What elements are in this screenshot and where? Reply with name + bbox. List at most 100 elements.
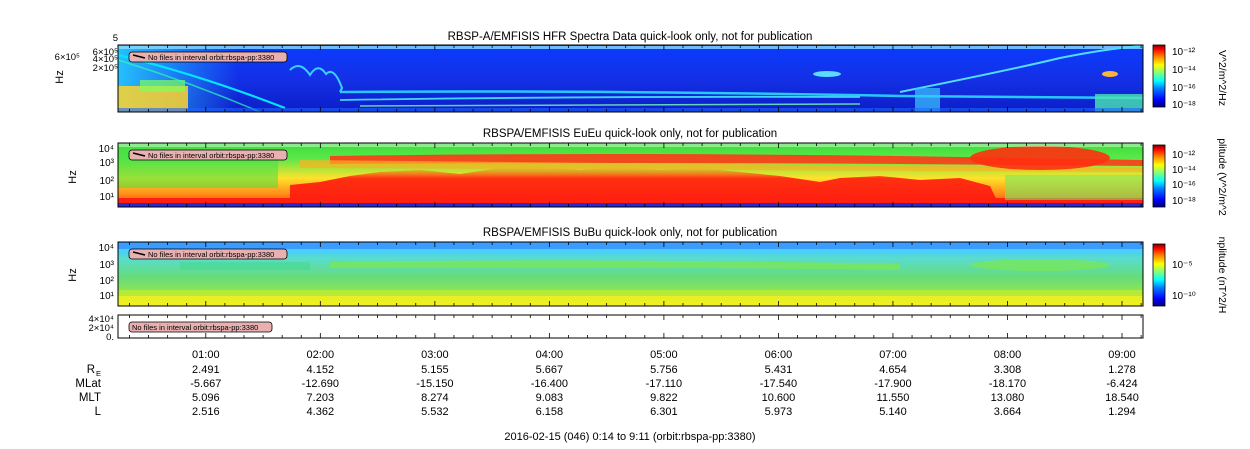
ephemeris-value: -12.690 bbox=[302, 378, 339, 390]
ephemeris-value: 18.540 bbox=[1105, 392, 1139, 404]
ephemeris-value: -17.540 bbox=[760, 378, 797, 390]
ephemeris-row-label: MLT bbox=[79, 392, 101, 404]
ephemeris-value: -16.400 bbox=[531, 378, 568, 390]
panel-empty-ytick: 0. bbox=[106, 332, 114, 343]
ephemeris-value: -18.170 bbox=[989, 378, 1026, 390]
x-tick-label: 01:00 bbox=[192, 349, 220, 361]
ephemeris-value: 5.667 bbox=[536, 364, 564, 376]
panel-empty-ytick: 4×10⁴ bbox=[89, 314, 114, 325]
panel-bubu-cbar-label: nplitude (nT^2/H bbox=[1216, 237, 1228, 314]
panel-empty-ytick: 2×10⁴ bbox=[89, 323, 114, 334]
panel-empty: No files in interval orbit:rbspa-pp:3380… bbox=[89, 314, 1144, 343]
panel-hfr-title: RBSP-A/EMFISIS HFR Spectra Data quick-lo… bbox=[448, 31, 813, 43]
svg-text:No files in interval orbit:rbs: No files in interval orbit:rbspa-pp:3380 bbox=[148, 151, 274, 160]
panel-hfr-cbar-tick: 10⁻¹⁶ bbox=[1172, 83, 1196, 94]
panel-bubu-ytick: 10³ bbox=[100, 260, 115, 271]
panel-bubu-title: RBSPA/EMFISIS BuBu quick-look only, not … bbox=[483, 227, 777, 239]
ephemeris-value: 5.140 bbox=[879, 406, 907, 418]
footer-time-range: 2016-02-15 (046) 0:14 to 9:11 (orbit:rbs… bbox=[504, 431, 755, 443]
ephemeris-row-label: L bbox=[95, 406, 102, 418]
ephemeris-value: -17.110 bbox=[646, 378, 683, 390]
panel-bubu-ylabel: Hz bbox=[67, 268, 79, 281]
ephemeris-value: 13.080 bbox=[991, 392, 1025, 404]
panel-hfr-ytick: 6×10⁵ bbox=[55, 52, 80, 63]
ephemeris-value: 9.083 bbox=[536, 392, 564, 404]
panel-eueu-ytick: 10³ bbox=[100, 158, 115, 169]
panel-bubu-ytick: 10¹ bbox=[100, 291, 115, 302]
panel-eueu-cbar-tick: 10⁻¹⁶ bbox=[1172, 180, 1196, 191]
panel-bubu: RBSPA/EMFISIS BuBu quick-look only, not … bbox=[67, 227, 1228, 313]
x-tick-label: 09:00 bbox=[1108, 349, 1136, 361]
svg-text:No files in interval orbit:rbs: No files in interval orbit:rbspa-pp:3380 bbox=[132, 323, 258, 332]
ephemeris-value: 4.654 bbox=[879, 364, 907, 376]
panel-hfr-ytick: 4×10⁵ bbox=[93, 54, 118, 65]
panel-eueu-cbar-tick: 10⁻¹⁸ bbox=[1172, 196, 1196, 207]
panel-eueu-cbar-tick: 10⁻¹² bbox=[1172, 150, 1196, 161]
x-tick-label: 06:00 bbox=[765, 349, 793, 361]
panel-eueu-ylabel: Hz bbox=[67, 170, 79, 183]
ephemeris-value: 5.431 bbox=[765, 364, 793, 376]
ephemeris-value: 2.516 bbox=[192, 406, 220, 418]
x-tick-label: 03:00 bbox=[421, 349, 449, 361]
ephemeris-value: 6.158 bbox=[536, 406, 564, 418]
ephemeris-value: 3.308 bbox=[994, 364, 1022, 376]
ephemeris-row-label-subscript: E bbox=[96, 369, 101, 378]
panel-eueu-ytick: 10⁴ bbox=[99, 144, 114, 155]
ephemeris-value: 6.301 bbox=[650, 406, 678, 418]
panel-bubu-cbar-tick: 10⁻¹⁰ bbox=[1172, 291, 1196, 302]
panel-hfr-ylabel: Hz bbox=[54, 70, 66, 83]
ephemeris-value: 8.274 bbox=[421, 392, 449, 404]
panel-eueu-ytick: 10¹ bbox=[100, 192, 115, 203]
ephemeris-value: -5.667 bbox=[190, 378, 221, 390]
ephemeris-value: 10.600 bbox=[762, 392, 796, 404]
panel-hfr-ytick: 2×10⁵ bbox=[93, 63, 118, 74]
panel-bubu-ytick: 10² bbox=[100, 276, 115, 287]
ephemeris-value: 5.532 bbox=[421, 406, 449, 418]
panel-bubu-spectrogram bbox=[118, 242, 1143, 306]
panel-bubu-ytick: 10⁴ bbox=[99, 243, 114, 254]
ephemeris-value: 9.822 bbox=[650, 392, 678, 404]
panel-empty-warning: No files in interval orbit:rbspa-pp:3380 bbox=[128, 321, 273, 333]
ephemeris-value: 4.362 bbox=[307, 406, 335, 418]
panel-hfr-ytick: 6×10⁵ bbox=[93, 47, 118, 58]
svg-text:No files in interval orbit:rbs: No files in interval orbit:rbspa-pp:3380 bbox=[148, 53, 274, 62]
ephemeris-value: 5.155 bbox=[421, 364, 449, 376]
x-tick-label: 04:00 bbox=[536, 349, 564, 361]
ephemeris-value: 4.152 bbox=[307, 364, 335, 376]
x-tick-label: 07:00 bbox=[879, 349, 907, 361]
ephemeris-value: -17.900 bbox=[874, 378, 911, 390]
panel-bubu-colorbar bbox=[1152, 243, 1166, 307]
ephemeris-value: -15.150 bbox=[416, 378, 453, 390]
ephemeris-value: 11.550 bbox=[877, 392, 910, 404]
ephemeris-value: 3.664 bbox=[994, 406, 1022, 418]
svg-text:No files in interval orbit:rbs: No files in interval orbit:rbspa-pp:3380 bbox=[148, 250, 274, 259]
ephemeris-value: 7.203 bbox=[307, 392, 335, 404]
panel-hfr-ytick-top: 5 bbox=[113, 33, 118, 44]
panel-hfr: RBSP-A/EMFISIS HFR Spectra Data quick-lo… bbox=[54, 31, 1228, 113]
x-tick-label: 05:00 bbox=[650, 349, 678, 361]
ephemeris-row-label: MLat bbox=[75, 378, 101, 390]
panel-eueu-title: RBSPA/EMFISIS EuEu quick-look only, not … bbox=[483, 128, 777, 140]
panel-hfr-cbar-tick: 10⁻¹⁸ bbox=[1172, 100, 1196, 111]
panel-eueu-ytick: 10² bbox=[100, 176, 115, 187]
panel-eueu-cbar-tick: 10⁻¹⁴ bbox=[1172, 165, 1196, 176]
panel-hfr-cbar-label: V^2/m^2/Hz bbox=[1216, 50, 1228, 106]
ephemeris-value: 2.491 bbox=[192, 364, 220, 376]
ephemeris-row-label: R bbox=[87, 364, 95, 376]
panel-eueu-colorbar bbox=[1152, 144, 1166, 208]
panel-eueu-warning: No files in interval orbit:rbspa-pp:3380 bbox=[128, 149, 288, 161]
x-tick-label: 02:00 bbox=[307, 349, 335, 361]
panel-bubu-cbar-tick: 10⁻⁵ bbox=[1172, 260, 1193, 271]
ephemeris-value: 1.278 bbox=[1108, 364, 1136, 376]
panel-eueu-cbar-label: plitude (V^2/m^2 bbox=[1216, 138, 1228, 216]
ephemeris-value: 5.756 bbox=[650, 364, 678, 376]
panel-bubu-warning: No files in interval orbit:rbspa-pp:3380 bbox=[128, 248, 288, 260]
ephemeris-value: 1.294 bbox=[1108, 406, 1136, 418]
ephemeris-value: 5.973 bbox=[765, 406, 793, 418]
panel-hfr-colorbar bbox=[1152, 44, 1166, 108]
ephemeris-table: 01:00 2.491 -5.667 5.096 2.516 02:00 4.152 -12.… bbox=[75, 349, 1138, 418]
x-axis-ticks bbox=[129, 45, 1142, 338]
panel-hfr-cbar-tick: 10⁻¹⁴ bbox=[1172, 65, 1196, 76]
panel-hfr-warning: No files in interval orbit:rbspa-pp:3380 bbox=[128, 51, 288, 63]
